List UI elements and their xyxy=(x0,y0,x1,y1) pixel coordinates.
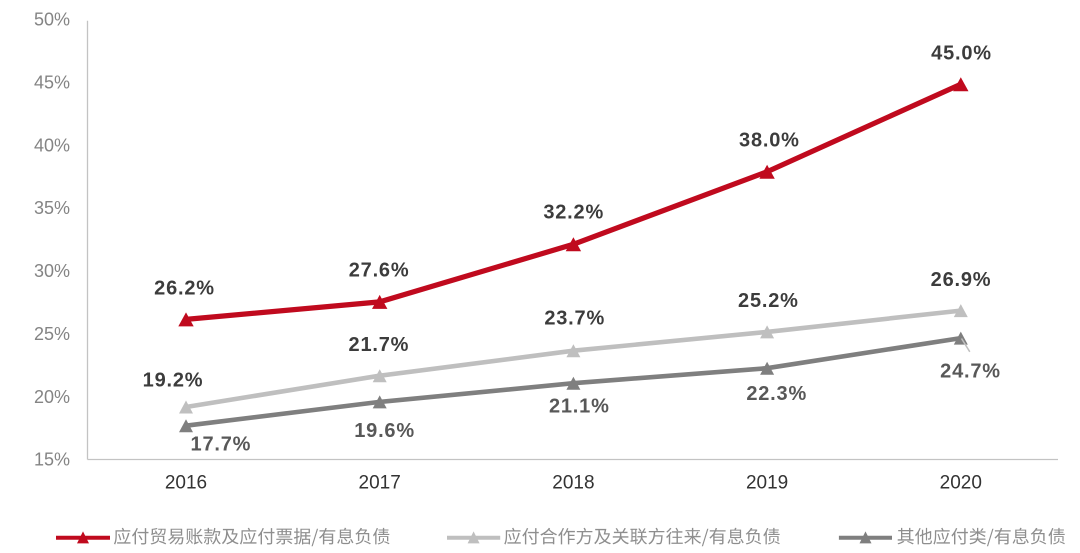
svg-text:45.0%: 45.0% xyxy=(931,43,992,65)
svg-text:30%: 30% xyxy=(34,261,70,281)
svg-text:40%: 40% xyxy=(34,135,70,155)
svg-text:50%: 50% xyxy=(34,10,70,30)
svg-text:2017: 2017 xyxy=(359,473,401,494)
svg-text:45%: 45% xyxy=(34,73,70,93)
svg-text:15%: 15% xyxy=(34,450,70,470)
svg-text:38.0%: 38.0% xyxy=(739,130,800,152)
svg-text:17.7%: 17.7% xyxy=(191,434,252,456)
svg-text:35%: 35% xyxy=(34,198,70,218)
svg-text:26.2%: 26.2% xyxy=(154,278,215,300)
svg-text:22.3%: 22.3% xyxy=(746,383,807,405)
svg-text:27.6%: 27.6% xyxy=(349,259,410,281)
svg-text:20%: 20% xyxy=(34,387,70,407)
svg-text:2018: 2018 xyxy=(552,473,594,494)
svg-text:23.7%: 23.7% xyxy=(544,308,605,330)
svg-text:25.2%: 25.2% xyxy=(738,290,799,312)
svg-text:2020: 2020 xyxy=(940,473,982,494)
svg-text:2019: 2019 xyxy=(746,473,788,494)
svg-text:2016: 2016 xyxy=(165,473,207,494)
svg-text:21.7%: 21.7% xyxy=(349,334,410,356)
svg-text:26.9%: 26.9% xyxy=(931,269,992,291)
svg-text:19.6%: 19.6% xyxy=(354,420,415,442)
svg-text:32.2%: 32.2% xyxy=(543,202,604,224)
svg-text:21.1%: 21.1% xyxy=(549,396,610,418)
svg-text:19.2%: 19.2% xyxy=(143,369,204,391)
svg-text:24.7%: 24.7% xyxy=(940,360,1001,382)
svg-text:25%: 25% xyxy=(34,324,70,344)
